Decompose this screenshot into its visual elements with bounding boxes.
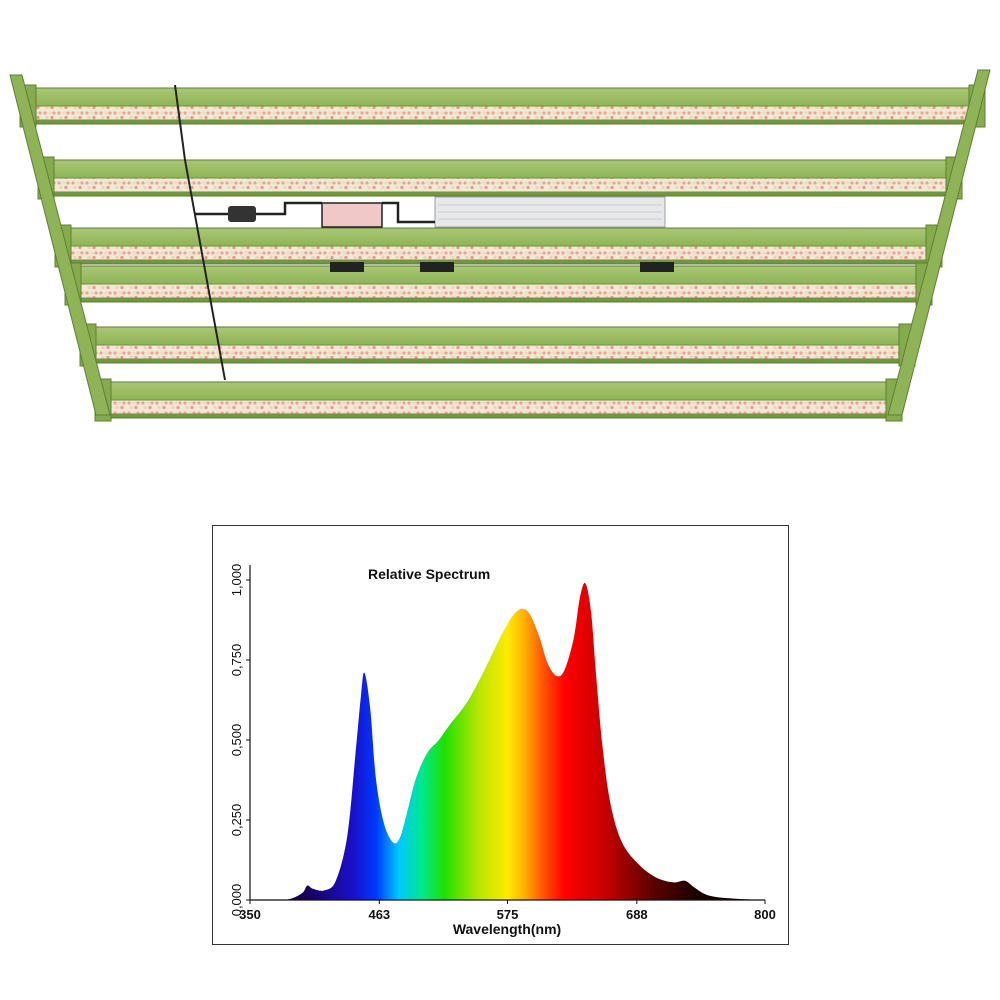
fixture-bar [64,262,933,306]
x-tick-label: 350 [239,907,261,922]
x-axis-label: Wavelength(nm) [453,921,561,937]
y-tick-label: 1,000 [229,564,244,597]
y-tick-label: 0,000 [229,884,244,917]
led-grow-light-fixture [9,69,991,422]
x-tick-label: 575 [497,907,519,922]
fixture-bar [94,378,903,422]
x-tick-label: 463 [368,907,390,922]
chart-title: Relative Spectrum [368,566,490,582]
fixture-bar [79,323,916,367]
fixture-bar [19,84,986,128]
spectrum-area [250,582,765,900]
y-tick-label: 0,750 [229,644,244,677]
fixture-bar [37,156,963,200]
y-tick-label: 0,500 [229,724,244,757]
y-tick-label: 0,250 [229,804,244,837]
x-tick-label: 800 [754,907,776,922]
relative-spectrum-chart: Relative Spectrum 350 463 575 688 800 0,000 0,… [229,564,776,937]
x-tick-label: 688 [626,907,648,922]
fixture-bar [54,224,943,268]
